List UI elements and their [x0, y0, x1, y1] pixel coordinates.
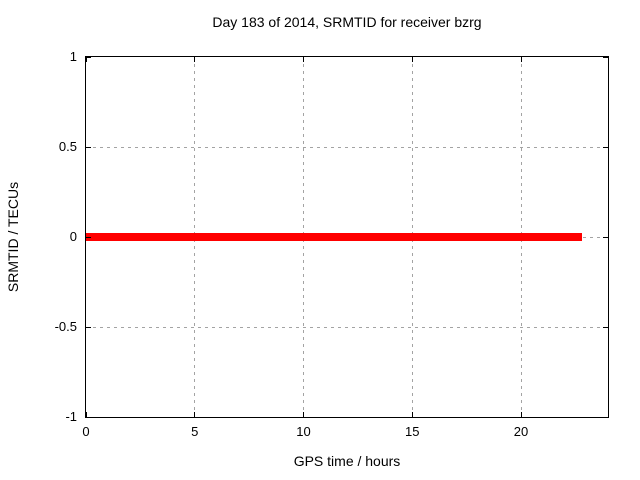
- chart-title: Day 183 of 2014, SRMTID for receiver bzr…: [212, 14, 482, 30]
- y-tick-mark-right: [603, 146, 608, 148]
- x-tick-label: 20: [513, 424, 529, 439]
- y-tick-mark-left: [86, 236, 91, 238]
- x-tick-mark-top: [194, 57, 196, 62]
- y-tick-label: 1: [69, 49, 77, 64]
- x-tick-label: 0: [82, 424, 90, 439]
- y-tick-mark-left: [86, 326, 91, 328]
- plot-area: [85, 56, 609, 418]
- y-tick-mark-left: [86, 56, 91, 58]
- x-tick-label: 5: [191, 424, 199, 439]
- x-tick-mark-top: [520, 57, 522, 62]
- y-tick-label: 0: [69, 229, 77, 244]
- x-tick-mark-bottom: [303, 412, 304, 417]
- series-line: [86, 233, 582, 241]
- y-tick-mark-right: [603, 326, 608, 328]
- x-tick-mark-top: [411, 57, 413, 62]
- y-tick-mark-left: [86, 146, 91, 148]
- y-tick-mark-right: [603, 56, 608, 58]
- y-axis-label: SRMTID / TECUs: [5, 181, 21, 293]
- y-tick-label: -1: [65, 409, 77, 424]
- x-axis-label: GPS time / hours: [293, 453, 401, 469]
- x-tick-mark-bottom: [411, 412, 413, 417]
- x-tick-label: 10: [296, 424, 311, 439]
- x-tick-mark-top: [303, 57, 304, 62]
- y-tick-label: 0.5: [58, 139, 77, 154]
- grid-line-horizontal: [86, 146, 608, 148]
- y-tick-mark-right: [603, 416, 608, 418]
- x-tick-mark-bottom: [520, 412, 522, 417]
- x-tick-mark-bottom: [194, 412, 196, 417]
- y-tick-mark-left: [86, 416, 91, 418]
- x-tick-mark-bottom: [85, 412, 87, 417]
- y-tick-mark-right: [603, 236, 608, 238]
- x-tick-label: 15: [405, 424, 420, 439]
- grid-line-horizontal: [86, 326, 608, 328]
- x-tick-mark-top: [85, 57, 87, 62]
- y-tick-label: -0.5: [54, 319, 77, 334]
